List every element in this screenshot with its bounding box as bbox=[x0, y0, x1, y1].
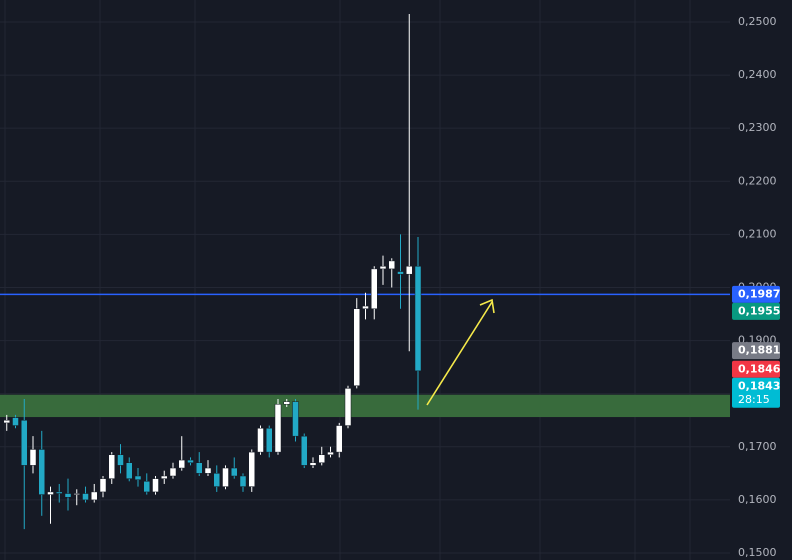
candle-body bbox=[56, 491, 63, 494]
candle-body bbox=[161, 475, 168, 479]
price-tag-label: 0,1846 bbox=[738, 362, 781, 375]
candle-body bbox=[204, 467, 212, 474]
candle-body bbox=[274, 404, 282, 453]
y-tick-label: 0,1500 bbox=[738, 546, 777, 559]
candle-body bbox=[353, 308, 360, 386]
candle-body bbox=[187, 459, 194, 463]
candle-body bbox=[266, 427, 273, 453]
candle-body bbox=[169, 467, 177, 477]
candles bbox=[3, 14, 422, 530]
price-tag bbox=[732, 377, 780, 408]
candle-body bbox=[64, 493, 72, 498]
candle-body bbox=[388, 260, 395, 270]
candle-body bbox=[126, 462, 133, 479]
y-tick-label: 0,2200 bbox=[738, 174, 777, 187]
price-tag bbox=[732, 285, 780, 303]
candle-body bbox=[362, 305, 369, 309]
price-tag-label: 0,1881 bbox=[738, 344, 780, 357]
candle-body bbox=[301, 435, 308, 466]
candle-body bbox=[248, 451, 255, 487]
price-tag-label: 0,1987 bbox=[738, 287, 780, 300]
candle-body bbox=[344, 388, 352, 426]
candle-body bbox=[292, 401, 299, 437]
y-tick-label: 0,2400 bbox=[738, 68, 777, 81]
y-tick-label: 0,2300 bbox=[738, 121, 777, 134]
candle-body bbox=[152, 478, 159, 493]
price-tag bbox=[732, 360, 780, 378]
arrow-line bbox=[426, 301, 493, 406]
price-tag bbox=[732, 342, 780, 360]
candle-body bbox=[108, 454, 115, 479]
candle-body bbox=[371, 268, 378, 309]
zone bbox=[0, 394, 730, 418]
candle-body bbox=[12, 417, 19, 426]
candle-body bbox=[143, 481, 150, 493]
candle-body bbox=[117, 454, 124, 466]
y-axis: 0,15000,16000,17000,18000,19000,20000,21… bbox=[732, 15, 781, 559]
candle-body bbox=[406, 265, 413, 275]
candle-body bbox=[196, 462, 203, 474]
candle-body bbox=[257, 427, 264, 453]
grid bbox=[0, 0, 730, 560]
candle-body bbox=[222, 467, 229, 487]
candle-body bbox=[239, 475, 247, 487]
candle-body bbox=[47, 491, 54, 495]
candle-body bbox=[73, 493, 80, 495]
candle-body bbox=[231, 467, 238, 477]
candle-body bbox=[327, 451, 334, 456]
y-tick-label: 0,2500 bbox=[738, 15, 777, 28]
candle-body bbox=[91, 491, 98, 501]
y-tick-label: 0,1600 bbox=[738, 493, 777, 506]
candle-body bbox=[38, 449, 45, 495]
countdown-label: 28:15 bbox=[738, 393, 770, 406]
candle-body bbox=[29, 449, 37, 466]
arrow-head bbox=[479, 298, 495, 314]
candle-body bbox=[178, 459, 185, 469]
candle-body bbox=[82, 493, 89, 501]
candle-body bbox=[309, 462, 317, 466]
price-tag bbox=[732, 302, 780, 320]
price-tag-label: 0,1955 bbox=[738, 304, 780, 317]
candle-body bbox=[21, 419, 28, 466]
candle-body bbox=[213, 473, 220, 487]
y-tick-label: 0,1700 bbox=[738, 440, 777, 453]
candle-body bbox=[336, 425, 343, 453]
candle-body bbox=[379, 265, 387, 270]
y-tick-label: 0,2100 bbox=[738, 227, 777, 240]
candle-body bbox=[134, 475, 142, 480]
price-tag-label: 0,1843 bbox=[738, 379, 780, 392]
candle-body bbox=[3, 419, 10, 424]
candle-body bbox=[318, 454, 325, 463]
candle-body bbox=[283, 401, 290, 405]
candle-body bbox=[414, 265, 422, 372]
candle-body bbox=[99, 478, 107, 493]
candle-body bbox=[397, 271, 404, 275]
